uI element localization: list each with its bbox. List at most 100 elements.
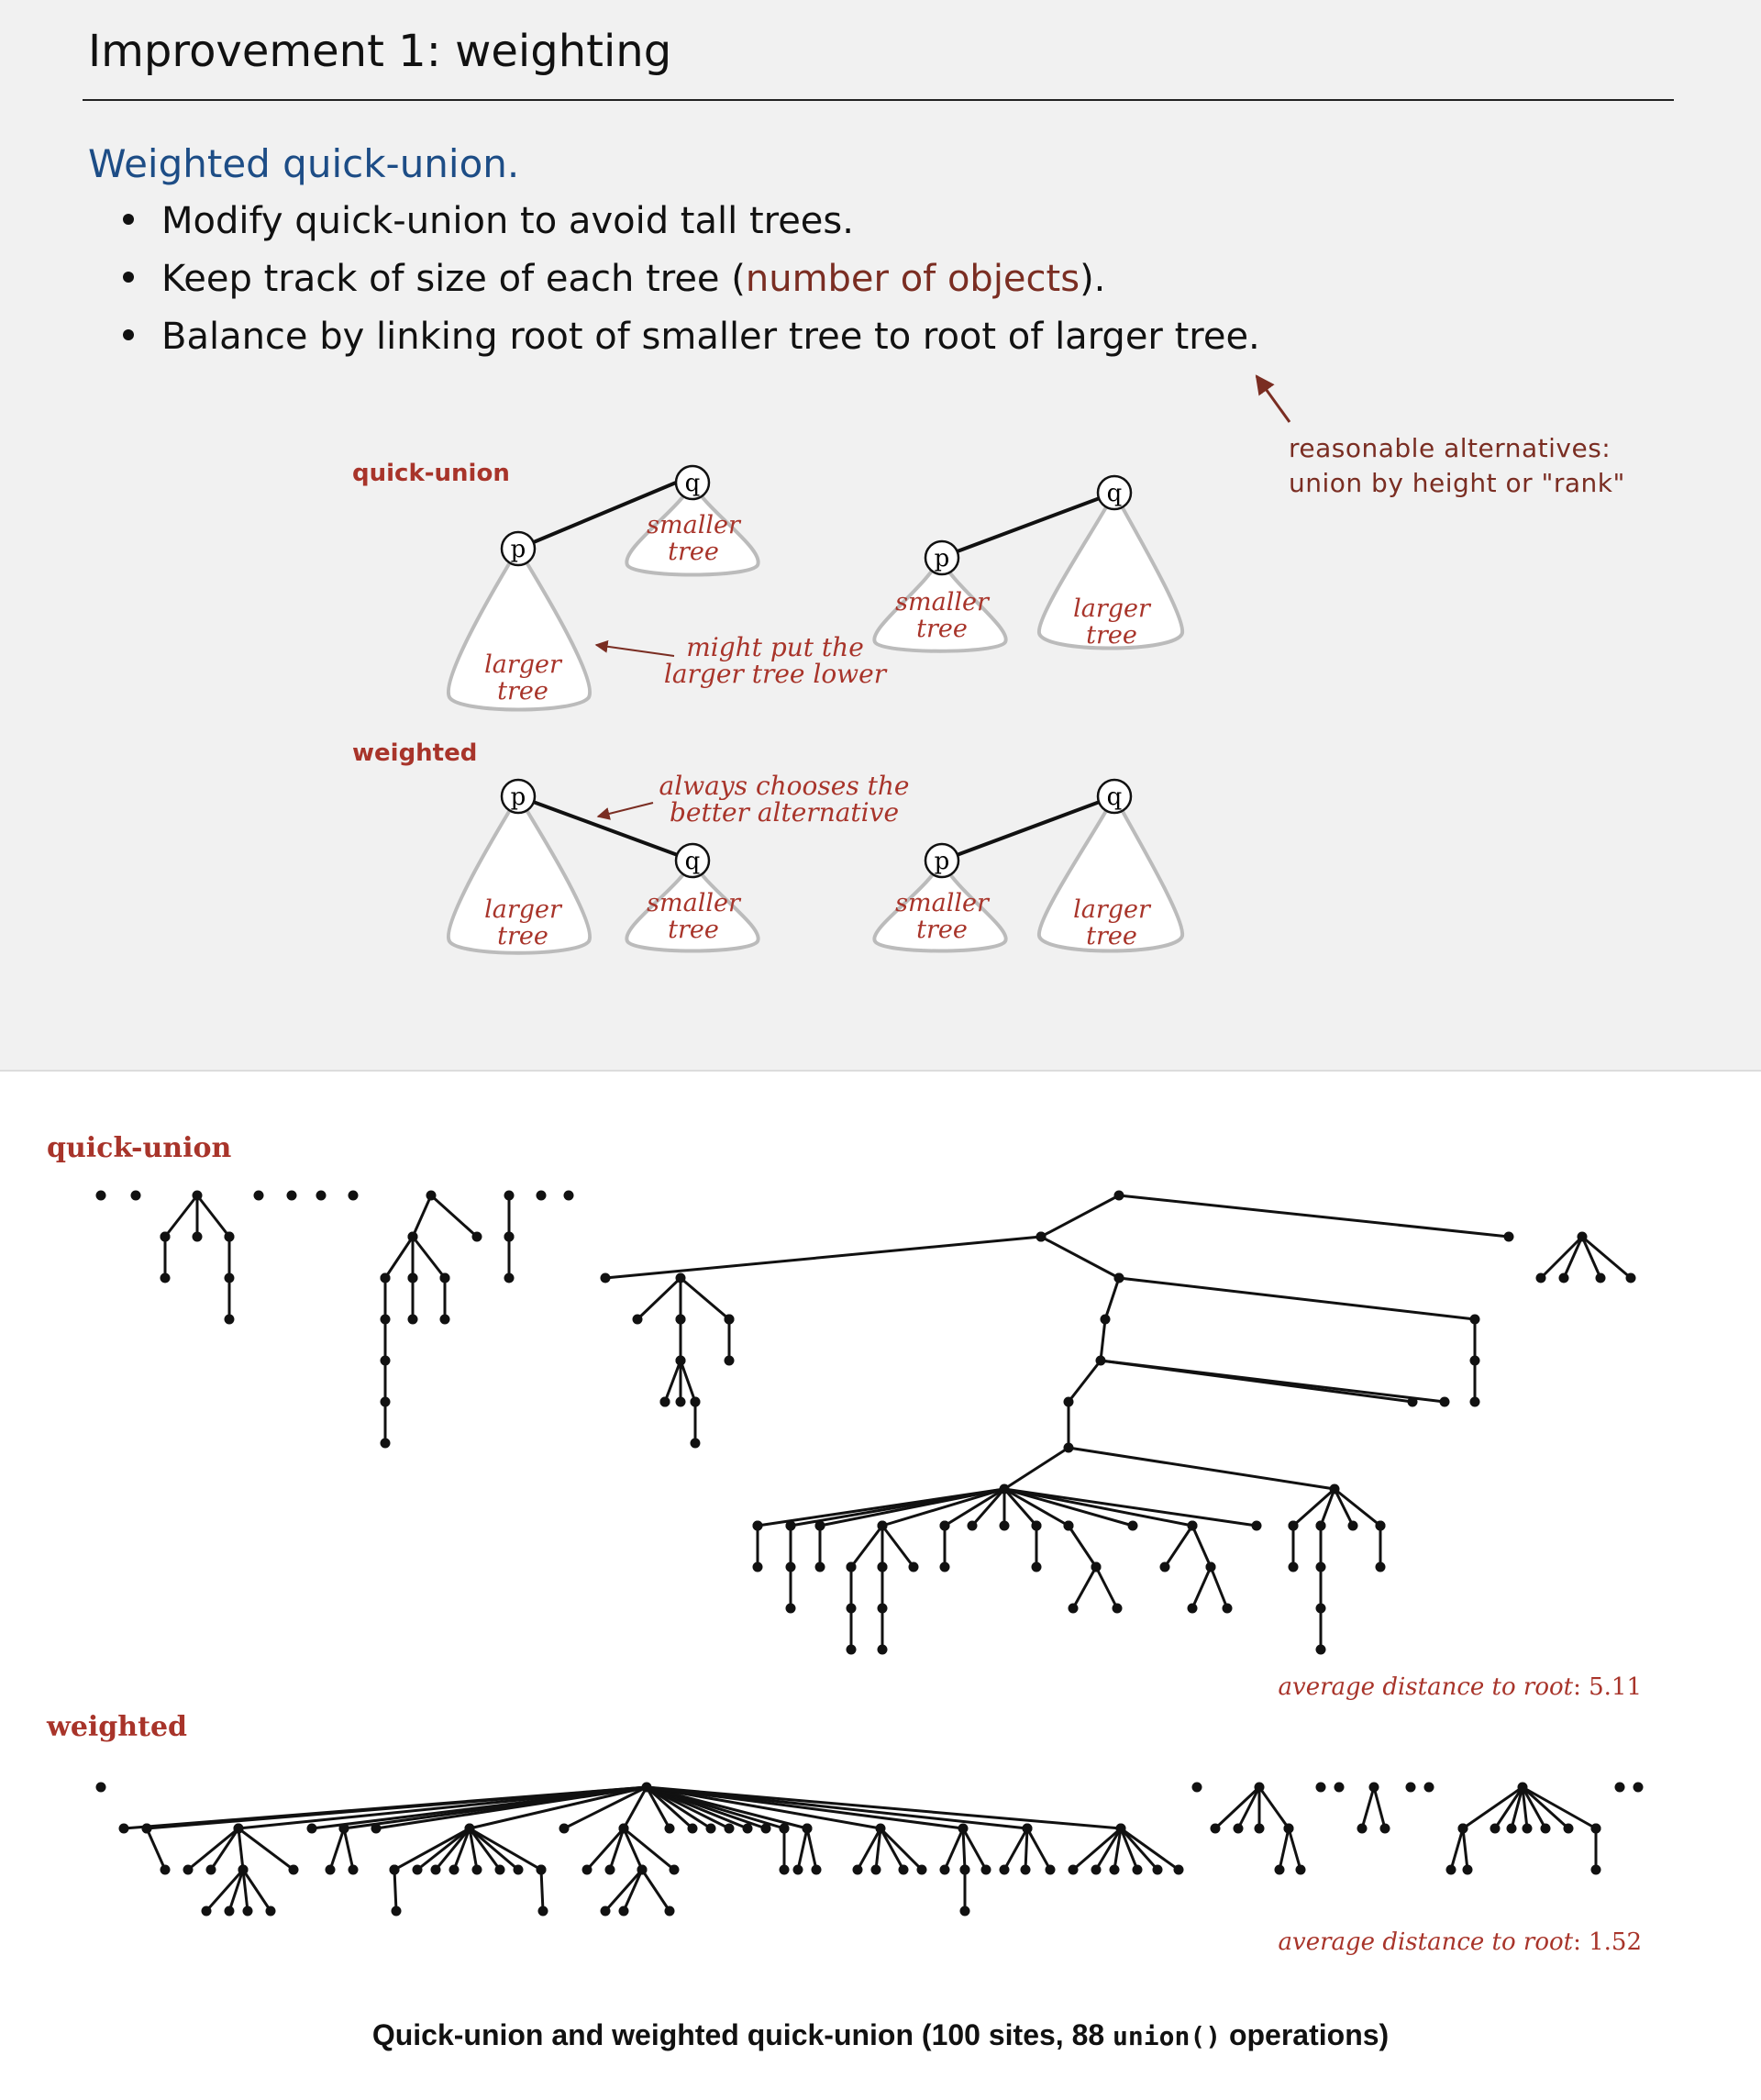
tree-edge — [393, 1869, 398, 1912]
tree-edge — [856, 1828, 882, 1871]
bullet-dot — [123, 214, 134, 225]
tree-edge — [411, 1194, 433, 1238]
tree-node — [1191, 1782, 1202, 1793]
tree-edge — [961, 1828, 988, 1871]
tree-node — [471, 1864, 482, 1875]
tree-edge — [1003, 1446, 1069, 1491]
tree-node — [908, 1561, 919, 1572]
tree-node — [752, 1561, 763, 1572]
tree-node — [160, 1231, 171, 1242]
tree-edge — [1119, 1828, 1159, 1871]
bullet-text: Modify quick-union to avoid tall trees. — [161, 200, 854, 242]
tree-node — [1315, 1782, 1326, 1793]
annotation-line: larger tree lower — [664, 659, 888, 689]
tree-edge — [680, 1276, 730, 1321]
tree-node — [183, 1864, 194, 1875]
node-q — [1096, 778, 1133, 815]
tree-node — [563, 1190, 574, 1201]
tree-node — [1091, 1864, 1102, 1875]
node-p-label: p — [935, 545, 950, 572]
tree-edge — [429, 1194, 479, 1239]
tree-edge — [1040, 1235, 1120, 1280]
tree-node — [242, 1906, 253, 1917]
tree-node — [939, 1561, 950, 1572]
tree-edge — [1287, 1828, 1302, 1871]
tree-node — [779, 1823, 790, 1834]
tree-edge — [1003, 1487, 1193, 1528]
tree-edge — [1521, 1786, 1547, 1829]
side-note-line: reasonable alternatives: — [1289, 433, 1611, 463]
tree-node — [618, 1823, 629, 1834]
tree-node — [846, 1644, 857, 1655]
tree-node — [95, 1190, 106, 1201]
tree-node — [1095, 1355, 1106, 1366]
tree-node — [1405, 1782, 1416, 1793]
tree-edge — [241, 1869, 249, 1912]
tree-node — [439, 1314, 450, 1325]
tree-node — [1173, 1864, 1184, 1875]
tree-edge — [646, 1785, 808, 1830]
smaller-tree-label: smaller — [647, 889, 742, 917]
tree-node — [690, 1396, 701, 1407]
smaller-tree-shape — [872, 856, 1008, 953]
tree-edge — [849, 1525, 884, 1568]
tree-node — [338, 1823, 349, 1834]
tree-edge — [1191, 1525, 1213, 1568]
tree-node — [205, 1864, 216, 1875]
tree-node — [426, 1190, 437, 1201]
slide-panel — [0, 0, 1761, 1070]
tree-edge — [961, 1828, 967, 1871]
tree-node — [705, 1823, 716, 1834]
larger-tree-shape — [1036, 488, 1185, 650]
tree-edge — [195, 1194, 231, 1238]
tree-node — [870, 1864, 881, 1875]
quick-union-label: quick-union — [352, 460, 510, 487]
tree-node — [504, 1272, 515, 1283]
tree-node — [1031, 1520, 1042, 1531]
tree-node — [877, 1520, 888, 1531]
tree-edge — [1118, 1276, 1476, 1321]
tree-node — [1113, 1272, 1124, 1283]
tree-node — [1347, 1520, 1358, 1531]
tree-edge — [879, 1827, 924, 1872]
smaller-tree-label: tree — [668, 538, 719, 566]
avg-value: 5.11 — [1589, 1673, 1642, 1701]
tree-edge — [187, 1827, 239, 1872]
tree-node — [659, 1396, 670, 1407]
tree-node — [1132, 1864, 1143, 1875]
tree-node — [1469, 1355, 1480, 1366]
tree-node — [316, 1190, 327, 1201]
tree-node — [1590, 1864, 1601, 1875]
tree-edge — [1100, 1359, 1445, 1404]
annotation-line: might put the — [686, 632, 864, 662]
tree-edge — [416, 1827, 471, 1872]
tree-node — [1222, 1603, 1233, 1614]
tree-edge — [1163, 1525, 1194, 1568]
bullet-highlight: number of objects — [745, 258, 1080, 300]
tree-edge — [1333, 1488, 1355, 1527]
smaller-tree-shape — [625, 478, 760, 577]
tree-edge — [1067, 1360, 1102, 1403]
bullet-dot — [123, 272, 134, 283]
tree-node — [1233, 1823, 1244, 1834]
tree-node — [669, 1864, 680, 1875]
tree-edge — [539, 1869, 545, 1912]
tree-node — [1423, 1782, 1434, 1793]
tree-edge — [209, 1828, 240, 1871]
tree-edge — [1372, 1786, 1387, 1829]
node-q-label: q — [1107, 783, 1123, 811]
tree-node — [1595, 1272, 1606, 1283]
tree-node — [1187, 1603, 1198, 1614]
caption-text: operations) — [1221, 2018, 1390, 2051]
tree-edge — [227, 1869, 245, 1912]
annotation-line: always chooses the — [659, 771, 910, 801]
figure-caption: Quick-union and weighted quick-union (10… — [0, 2018, 1761, 2052]
tree-node — [464, 1823, 475, 1834]
tree-node — [1036, 1231, 1047, 1242]
tree-node — [325, 1864, 336, 1875]
tree-edge — [1003, 1487, 1069, 1528]
tree-edge — [646, 1785, 1122, 1830]
tree-edge — [585, 1828, 626, 1871]
tree-node — [1563, 1823, 1574, 1834]
larger-tree-label: larger — [484, 895, 563, 924]
